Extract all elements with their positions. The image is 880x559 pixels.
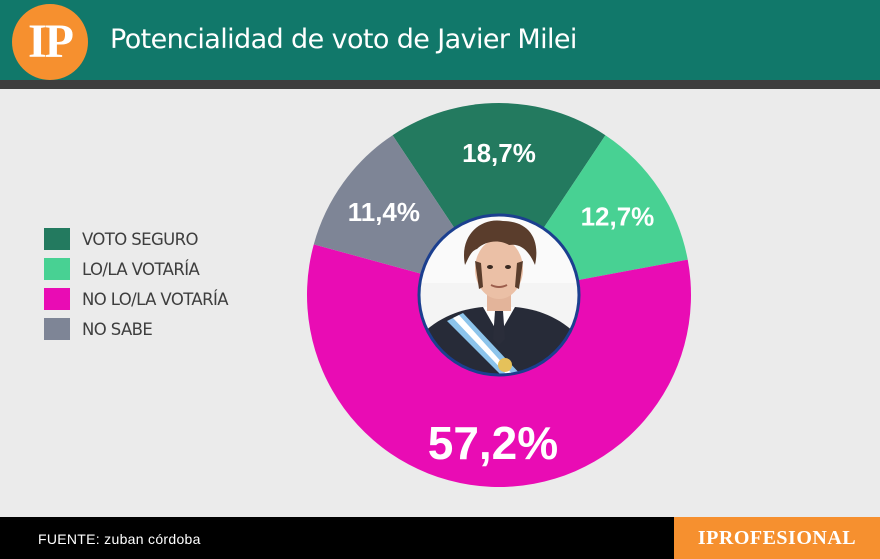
legend: VOTO SEGURO LO/LA VOTARÍA NO LO/LA VOTARÍA…	[44, 224, 229, 344]
legend-label: VOTO SEGURO	[82, 229, 199, 249]
brand-box: IPROFESIONAL	[674, 517, 880, 559]
legend-label: NO SABE	[82, 319, 153, 339]
legend-item-voto-seguro: VOTO SEGURO	[44, 224, 228, 254]
legend-item-lo-la-votaria: LO/LA VOTARÍA	[44, 254, 228, 284]
legend-swatch	[44, 258, 70, 280]
iprofesional-logo: IP	[12, 4, 88, 80]
legend-swatch	[44, 228, 70, 250]
legend-item-no-sabe: NO SABE	[44, 314, 228, 344]
center-photo	[417, 213, 581, 377]
slice-voto-seguro	[392, 103, 606, 296]
legend-swatch	[44, 288, 70, 310]
donut-chart: 18,7% 12,7% 57,2% 11,4%	[306, 103, 691, 487]
legend-label: NO LO/LA VOTARÍA	[82, 289, 229, 309]
legend-label: LO/LA VOTARÍA	[82, 259, 200, 279]
legend-swatch	[44, 318, 70, 340]
brand-name: IPROFESIONAL	[697, 526, 857, 549]
chart-slice-labels: 18,7% 12,7% 57,2% 11,4%	[348, 138, 655, 469]
chart-title: Potencialidad de voto de Javier Milei	[110, 24, 577, 55]
legend-item-no-lo-la-votaria: NO LO/LA VOTARÍA	[44, 284, 229, 314]
slice-value-label: 57,2%	[428, 417, 558, 469]
header-bar: IP Potencialidad de voto de Javier Milei	[0, 0, 880, 80]
slice-value-label: 11,4%	[348, 197, 420, 227]
slice-value-label: 18,7%	[462, 138, 536, 168]
source-note: FUENTE: zuban córdoba	[38, 531, 201, 547]
footer-bar: FUENTE: zuban córdoba IPROFESIONAL	[0, 517, 880, 559]
javier-milei-portrait-icon	[419, 220, 579, 375]
slice-value-label: 12,7%	[581, 202, 655, 232]
logo-text: IP	[28, 15, 74, 68]
header-stripe	[0, 80, 880, 89]
